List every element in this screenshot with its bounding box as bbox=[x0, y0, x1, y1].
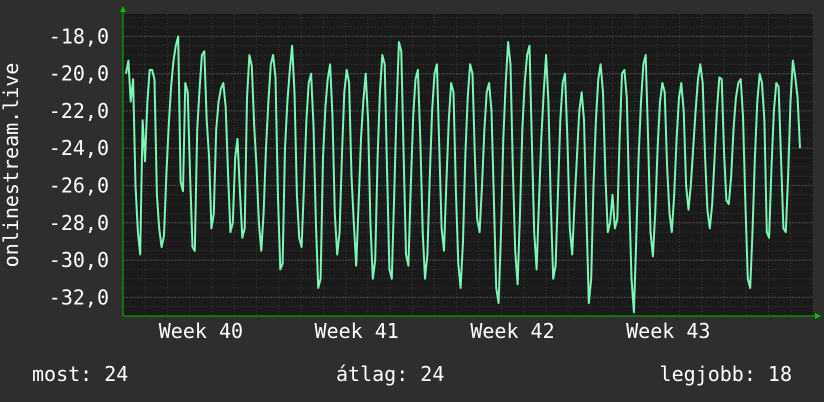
line-chart: -18,0 -20,0 -22,0 -24,0 -26,0 -28,0 -30,0 -32,0… bbox=[0, 6, 821, 343]
x-axis-arrow bbox=[815, 313, 821, 319]
x-tick-label: Week 41 bbox=[315, 319, 399, 343]
x-tick-label: Week 40 bbox=[159, 319, 243, 343]
y-tick-label: -18,0 bbox=[49, 24, 109, 48]
series-line bbox=[125, 35, 801, 314]
x-tick-label: Week 43 bbox=[626, 319, 710, 343]
y-tick-label: -30,0 bbox=[49, 248, 109, 272]
stat-current: most: 24 bbox=[32, 362, 129, 386]
x-tick-labels: Week 40 Week 41 Week 42 Week 43 bbox=[159, 319, 711, 343]
series-layer bbox=[125, 35, 801, 314]
y-axis-label: onlinestream.live bbox=[0, 63, 23, 268]
x-tick-label: Week 42 bbox=[470, 319, 554, 343]
axes bbox=[120, 6, 821, 319]
y-tick-label: -20,0 bbox=[49, 62, 109, 86]
plot-area bbox=[123, 14, 813, 316]
stat-best: legjobb: 18 bbox=[659, 362, 792, 386]
y-tick-label: -28,0 bbox=[49, 211, 109, 235]
y-axis-arrow bbox=[120, 6, 126, 12]
y-tick-label: -24,0 bbox=[49, 136, 109, 160]
y-tick-label: -26,0 bbox=[49, 174, 109, 198]
y-tick-label: -32,0 bbox=[49, 285, 109, 309]
y-tick-label: -22,0 bbox=[49, 99, 109, 123]
stat-average: átlag: 24 bbox=[336, 362, 445, 386]
y-tick-labels: -18,0 -20,0 -22,0 -24,0 -26,0 -28,0 -30,0 -32,0 bbox=[49, 24, 109, 309]
